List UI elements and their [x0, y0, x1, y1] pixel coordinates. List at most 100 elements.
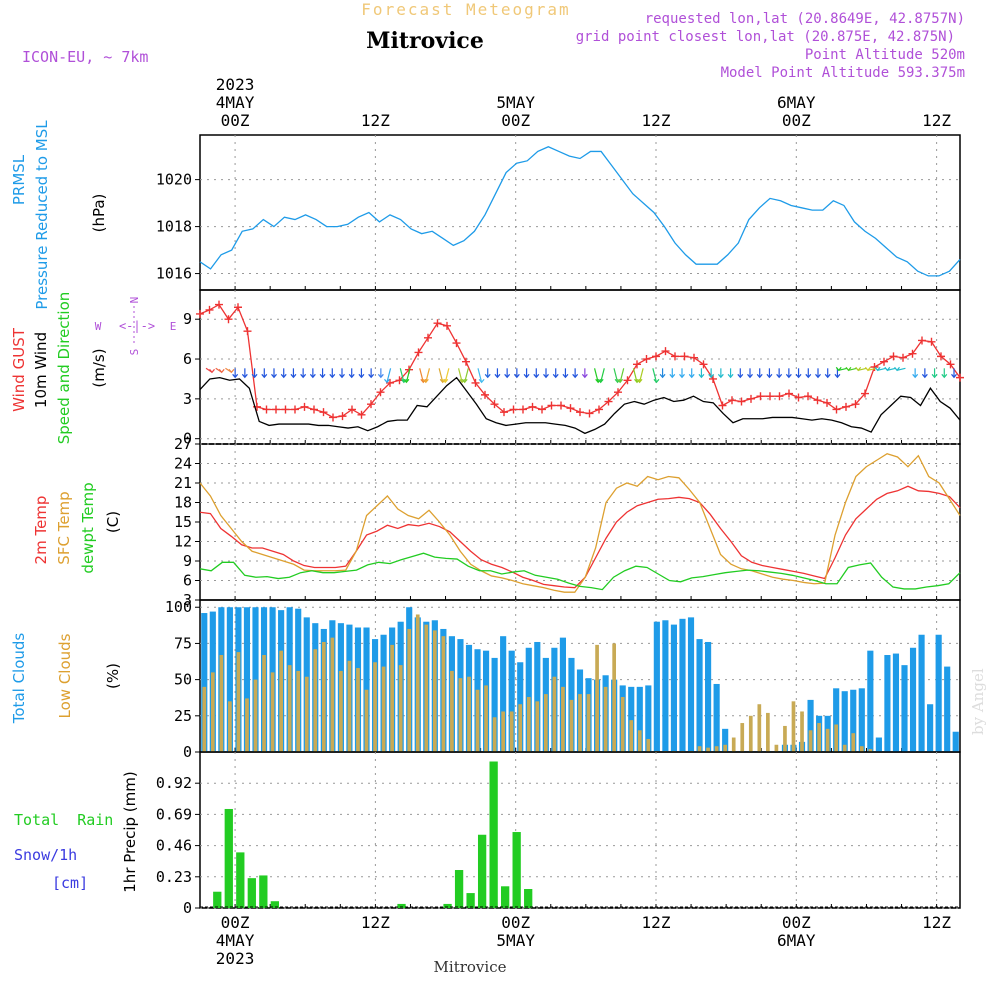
- gust-marker: [595, 405, 603, 414]
- top-time-label: 2023: [216, 75, 255, 94]
- clouds-bar-low-clouds: [279, 650, 283, 752]
- precip-bar-total-rain: [501, 886, 510, 908]
- wind-arrow-head: [494, 373, 501, 379]
- wind-arrow-head: [884, 366, 891, 372]
- gust-marker: [642, 355, 651, 364]
- clouds-bar-low-clouds: [825, 728, 830, 752]
- gust-marker: [433, 319, 442, 328]
- clouds-bar-total-clouds: [243, 607, 251, 752]
- side-label-pressure: Pressure Reduced to MSL: [33, 120, 51, 310]
- clouds-bar-low-clouds: [834, 724, 839, 752]
- wind-arrow-head: [776, 373, 783, 379]
- gust-marker: [899, 353, 907, 362]
- clouds-bar-low-clouds: [236, 652, 241, 752]
- gust-marker: [424, 333, 432, 342]
- clouds-bar-low-clouds: [766, 712, 770, 752]
- wind-frame: [199, 289, 961, 445]
- pressure-ytick-label: 1018: [156, 218, 192, 236]
- wind-arrow-head: [659, 373, 666, 379]
- clouds-bar-low-clouds: [210, 672, 215, 752]
- wind-arrow-head: [358, 373, 365, 379]
- precip-bar-total-rain: [489, 761, 498, 908]
- wind-arrow-head: [597, 378, 604, 384]
- clouds-bar-low-clouds: [509, 711, 514, 752]
- ylabel-hpa: (hPa): [90, 194, 108, 233]
- clouds-bar-low-clouds: [202, 686, 207, 752]
- ylabel-c: (C): [104, 511, 122, 533]
- precip-bar-total-rain: [247, 878, 256, 908]
- clouds-bar-total-clouds: [534, 641, 541, 752]
- temperature-ytick-label: 18: [174, 494, 192, 512]
- clouds-bar-total-clouds: [636, 686, 643, 752]
- location-title: Mitrovice: [366, 28, 484, 54]
- clouds-bar-low-clouds: [603, 686, 608, 752]
- precip-bar-total-rain: [270, 901, 279, 908]
- wind-arrow-head: [271, 373, 277, 379]
- precip-panel: Total Rain Snow/1h [cm] 1hr Precip (mm): [14, 771, 139, 892]
- compass-n: N: [128, 297, 141, 304]
- forecast-title: Forecast Meteogram: [361, 0, 570, 19]
- wind-arrow-head: [484, 373, 491, 379]
- wind-arrow: [399, 368, 405, 383]
- clouds-bar-low-clouds: [484, 685, 488, 752]
- clouds-bar-total-clouds: [713, 683, 720, 752]
- clouds-bar-low-clouds: [475, 689, 480, 752]
- gust-marker: [272, 405, 280, 414]
- clouds-bar-low-clouds: [748, 715, 753, 752]
- gust-marker: [414, 348, 423, 357]
- wind-arrow: [867, 367, 877, 371]
- top-time-label: 00Z: [501, 111, 530, 130]
- wind-arrow-head: [562, 373, 569, 379]
- clouds-bar-low-clouds: [646, 738, 651, 752]
- clouds-bar-low-clouds: [808, 730, 813, 752]
- clouds-bar-low-clouds: [467, 676, 471, 752]
- gust-marker: [547, 401, 556, 410]
- clouds-bar-low-clouds: [492, 717, 497, 752]
- wind-arrow-head: [595, 378, 602, 384]
- clouds-bar-low-clouds: [364, 689, 369, 752]
- top-time-label: 6MAY: [777, 93, 816, 112]
- gust-marker: [794, 393, 803, 402]
- wind-arrow-head: [461, 378, 468, 384]
- clouds-bar-low-clouds: [245, 698, 249, 752]
- gust-marker: [813, 396, 822, 405]
- compass-rose: W <-|-> E N S: [95, 297, 177, 356]
- precip-frame: [199, 751, 961, 909]
- compass-arrow: <-|->: [119, 319, 155, 333]
- gust-marker: [604, 397, 613, 406]
- wind-arrow: [858, 367, 867, 371]
- clouds-bar-total-clouds: [687, 617, 695, 752]
- wind-arrow-head: [834, 373, 841, 379]
- gust-marker: [519, 405, 527, 414]
- pressure-ytick-label: 1020: [156, 171, 192, 189]
- wind-arrow-head: [290, 373, 297, 379]
- wind-arrow-head: [634, 378, 640, 384]
- clouds-bar-low-clouds: [407, 628, 412, 752]
- wind-arrow-head: [368, 373, 375, 379]
- precip-bar-total-rain: [397, 903, 406, 908]
- clouds-bar-low-clouds: [714, 746, 719, 752]
- clouds-bar-low-clouds: [287, 665, 292, 752]
- clouds-bar-total-clouds: [875, 737, 882, 752]
- precip-bar-total-rain: [259, 875, 268, 908]
- model-name: ICON-EU, ~ 7km: [22, 48, 148, 66]
- clouds-bar-total-clouds: [201, 613, 208, 752]
- clouds-bar-total-clouds: [884, 655, 891, 752]
- clouds-bar-low-clouds: [381, 666, 386, 752]
- wind-arrow-head: [420, 378, 427, 384]
- gust-marker: [775, 392, 784, 401]
- clouds-bar-low-clouds: [586, 694, 591, 752]
- side-label-10m-wind: 10m Wind: [32, 332, 50, 408]
- clouds-ytick-label: 75: [174, 634, 192, 652]
- clouds-bar-total-clouds: [679, 618, 686, 752]
- wind-arrow: [405, 368, 411, 383]
- gust-marker: [737, 397, 746, 406]
- gust-marker: [842, 402, 850, 411]
- clouds-bar-total-clouds: [645, 685, 652, 752]
- bottom-time-label: 12Z: [922, 913, 951, 932]
- pressure-series-prmsl: [199, 146, 961, 277]
- gust-marker: [452, 339, 461, 348]
- gust-marker: [633, 360, 641, 369]
- side-label-low-clouds: Low Clouds: [56, 633, 74, 718]
